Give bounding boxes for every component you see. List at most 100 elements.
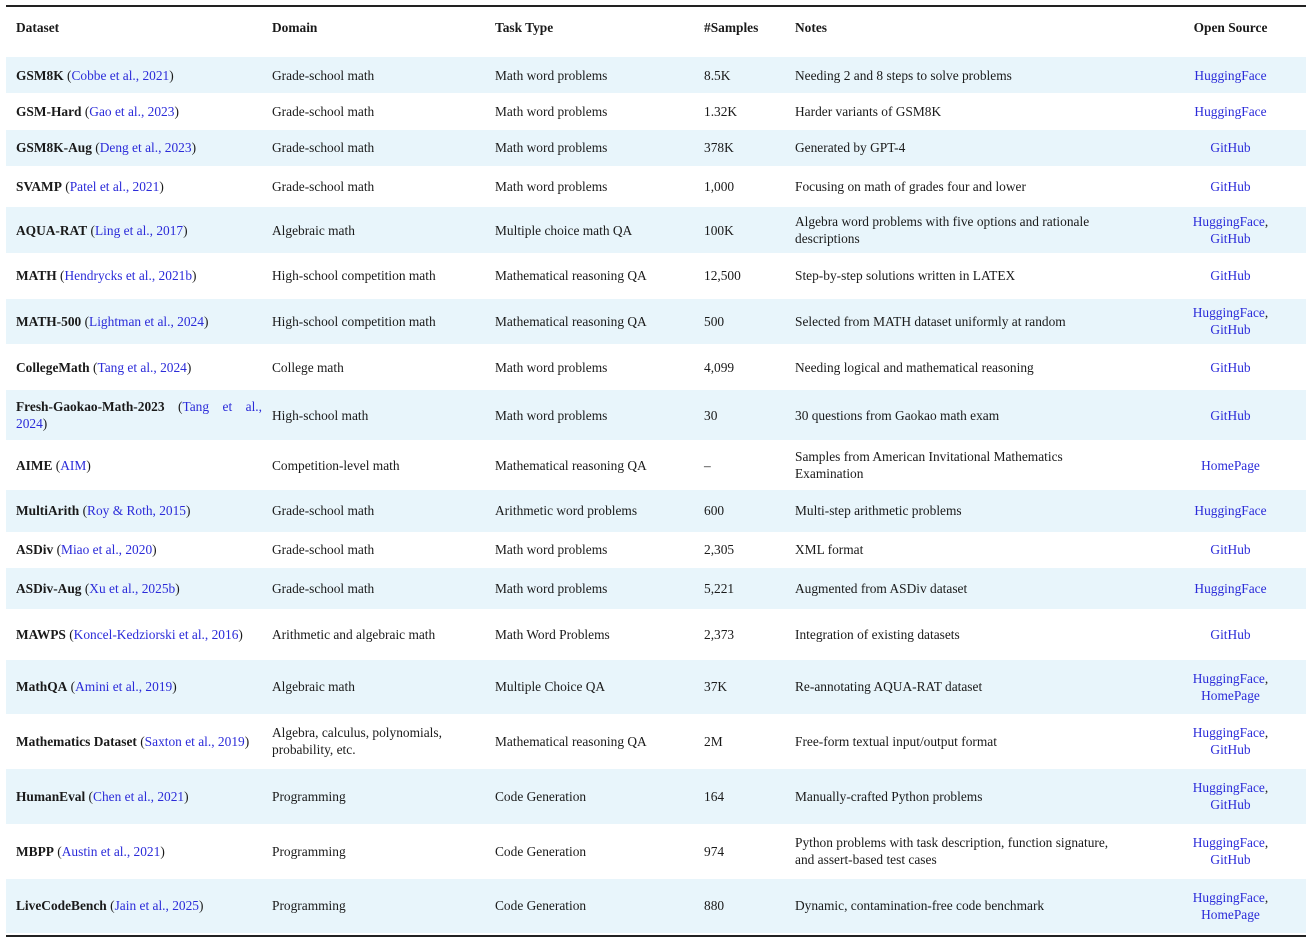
citation-link[interactable]: Saxton et al., 2019: [144, 733, 245, 749]
dataset-name: Mathematics Dataset: [16, 733, 137, 749]
domain-cell: Grade-school math: [272, 542, 375, 558]
task-type-cell: Math word problems: [495, 542, 608, 558]
col-dataset: Dataset: [16, 20, 60, 35]
open-source-link[interactable]: HuggingFace: [1192, 889, 1265, 905]
dataset-cell: SVAMP (Patel et al., 2021): [16, 179, 164, 194]
table-row: AIME (AIM) Competition-level math Mathemat…: [6, 440, 1306, 490]
task-type-cell: Math word problems: [495, 179, 608, 194]
citation-link[interactable]: Tang et al., 2024: [16, 399, 263, 431]
domain-cell: Grade-school math: [262, 57, 485, 93]
citation-link[interactable]: Patel et al., 2021: [69, 179, 160, 194]
citation-link[interactable]: Xu et al., 2025b: [89, 581, 176, 596]
open-source-link[interactable]: HuggingFace: [1194, 503, 1267, 519]
citation-link[interactable]: Gao et al., 2023: [89, 103, 175, 119]
citation-link[interactable]: Miao et al., 2020: [61, 542, 153, 558]
notes-cell: Needing 2 and 8 steps to solve problems: [785, 57, 1155, 93]
samples-cell: 2,305: [704, 542, 735, 558]
table-row: HumanEval (Chen et al., 2021) Programming…: [6, 768, 1306, 824]
citation-link[interactable]: AIM: [60, 457, 87, 473]
citation-link[interactable]: Chen et al., 2021: [93, 788, 185, 804]
notes-cell: Re-annotating AQUA-RAT dataset: [785, 659, 1155, 714]
table-row: Fresh-Gaokao-Math-2023 (Tang et al., 202…: [6, 390, 1306, 440]
citation-link[interactable]: Hendrycks et al., 2021b: [64, 268, 193, 284]
samples-cell: 100K: [694, 207, 785, 253]
citation-link[interactable]: Cobbe et al., 2021: [71, 67, 170, 83]
open-source-link[interactable]: HuggingFace: [1192, 214, 1265, 229]
notes-cell: Step-by-step solutions written in LATEX: [795, 268, 1016, 284]
open-source-link[interactable]: GitHub: [1210, 322, 1251, 338]
citation-link[interactable]: Austin et al., 2021: [61, 843, 161, 859]
col-notes: Notes: [795, 20, 827, 35]
task-type-cell: Multiple choice math QA: [485, 207, 694, 253]
samples-cell: 4,099: [704, 359, 735, 375]
open-source-link[interactable]: GitHub: [1210, 268, 1251, 284]
samples-cell: –: [704, 457, 711, 473]
open-source-link[interactable]: GitHub: [1210, 852, 1251, 867]
citation-link[interactable]: Roy & Roth, 2015: [87, 503, 186, 519]
task-type-cell: Math word problems: [485, 568, 694, 609]
notes-cell: Manually-crafted Python problems: [785, 768, 1155, 824]
notes-cell: Generated by GPT-4: [785, 129, 1155, 166]
dataset-name: CollegeMath: [16, 359, 90, 375]
samples-cell: 12,500: [704, 268, 741, 284]
dataset-cell: GSM8K (Cobbe et al., 2021): [6, 57, 262, 93]
citation-link[interactable]: Deng et al., 2023: [99, 140, 192, 156]
dataset-cell: Fresh-Gaokao-Math-2023 (Tang et al., 202…: [6, 390, 262, 440]
citation-link[interactable]: Tang et al., 2024: [97, 359, 187, 375]
task-type-cell: Mathematical reasoning QA: [495, 457, 647, 473]
open-source-link[interactable]: GitHub: [1210, 179, 1251, 194]
open-source-link[interactable]: HuggingFace: [1194, 581, 1267, 596]
dataset-cell: LiveCodeBench (Jain et al., 2025): [6, 878, 262, 933]
open-source-link[interactable]: HuggingFace: [1192, 725, 1265, 741]
citation-link[interactable]: Jain et al., 2025: [114, 898, 199, 914]
citation-link[interactable]: Ling et al., 2017: [94, 222, 184, 238]
top-rule: [6, 5, 1306, 7]
dataset-cell: Mathematics Dataset (Saxton et al., 2019…: [16, 733, 250, 749]
col-domain: Domain: [272, 20, 318, 35]
citation-link[interactable]: Amini et al., 2019: [75, 679, 173, 695]
open-source-cell: HuggingFace, GitHub: [1155, 768, 1306, 824]
open-source-link[interactable]: GitHub: [1210, 407, 1251, 423]
col-open-source: Open Source: [1193, 20, 1268, 35]
samples-cell: 2M: [704, 733, 723, 749]
task-type-cell: Math word problems: [495, 103, 608, 119]
open-source-link[interactable]: HuggingFace: [1192, 670, 1265, 686]
dataset-name: Fresh-Gaokao-Math-2023: [16, 399, 165, 414]
table-row: MATH-500 (Lightman et al., 2024) High-sch…: [6, 298, 1306, 344]
citation-link[interactable]: Lightman et al., 2024: [89, 313, 204, 329]
open-source-link[interactable]: HomePage: [1201, 906, 1260, 922]
open-source-link[interactable]: HuggingFace: [1194, 67, 1267, 83]
open-source-link[interactable]: GitHub: [1210, 231, 1251, 246]
samples-cell: 600: [694, 490, 785, 532]
open-source-link[interactable]: GitHub: [1210, 742, 1251, 758]
samples-cell: 378K: [694, 129, 785, 166]
open-source-link[interactable]: GitHub: [1210, 359, 1251, 375]
datasets-table: Dataset Domain Task Type #Samples Notes …: [6, 7, 1306, 933]
open-source-link[interactable]: HuggingFace: [1192, 835, 1265, 850]
open-source-link[interactable]: HuggingFace: [1192, 305, 1265, 321]
open-source-link[interactable]: HuggingFace: [1194, 103, 1267, 119]
open-source-link[interactable]: GitHub: [1210, 542, 1251, 558]
open-source-link[interactable]: HuggingFace: [1192, 780, 1265, 795]
dataset-name: MathQA: [16, 679, 68, 695]
domain-cell: High-school competition math: [262, 298, 485, 344]
domain-cell: Grade-school math: [262, 129, 485, 166]
open-source-cell: HuggingFace: [1155, 57, 1306, 93]
open-source-link[interactable]: HomePage: [1201, 687, 1260, 703]
citation-link[interactable]: Koncel-Kedziorski et al., 2016: [73, 626, 239, 642]
open-source-link[interactable]: GitHub: [1210, 797, 1251, 812]
table-row: Mathematics Dataset (Saxton et al., 2019…: [6, 714, 1306, 769]
dataset-cell: AIME (AIM): [16, 457, 91, 473]
samples-cell: 974: [704, 843, 725, 859]
dataset-name: ASDiv-Aug: [16, 581, 82, 596]
domain-cell: Programming: [262, 768, 485, 824]
samples-cell: 30: [694, 390, 785, 440]
dataset-name: MBPP: [16, 843, 54, 859]
col-samples: #Samples: [704, 20, 759, 35]
open-source-link[interactable]: HomePage: [1201, 457, 1260, 473]
open-source-link[interactable]: GitHub: [1210, 140, 1251, 156]
domain-cell: High-school competition math: [272, 268, 436, 284]
notes-cell: Needing logical and mathematical reasoni…: [795, 359, 1034, 375]
open-source-cell: HuggingFace, HomePage: [1155, 659, 1306, 714]
open-source-link[interactable]: GitHub: [1210, 626, 1251, 642]
